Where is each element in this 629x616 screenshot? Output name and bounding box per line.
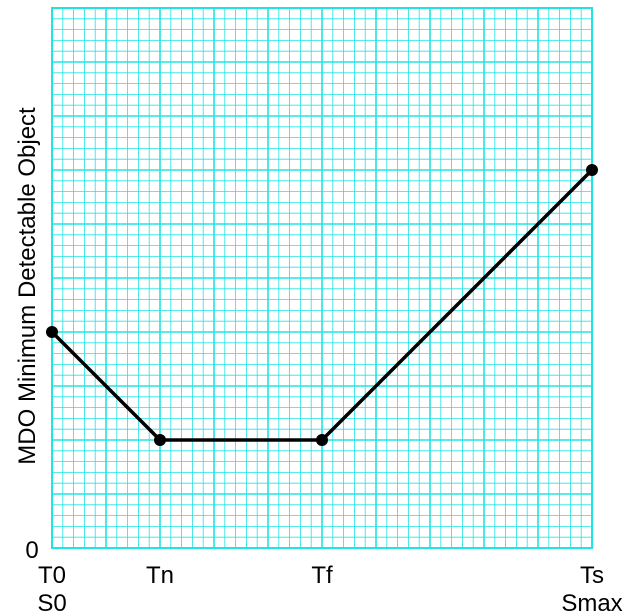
y-origin-label: 0 xyxy=(25,537,38,564)
data-point xyxy=(154,434,166,446)
chart-grid xyxy=(51,7,593,549)
x-tick-label: Smax xyxy=(561,590,622,616)
x-tick-label: Tf xyxy=(311,562,333,589)
data-point xyxy=(316,434,328,446)
data-point xyxy=(46,326,58,338)
x-tick-label: Ts xyxy=(580,562,604,589)
x-tick-label: S0 xyxy=(37,590,66,616)
series-line xyxy=(50,168,594,442)
plot-border xyxy=(51,7,593,549)
x-tick-label: Tn xyxy=(146,562,174,589)
chart-line-layer xyxy=(46,164,598,446)
y-axis-title: MDO Minimum Detectable Object xyxy=(14,107,41,465)
data-point xyxy=(586,164,598,176)
x-tick-label: T0 xyxy=(38,562,66,589)
